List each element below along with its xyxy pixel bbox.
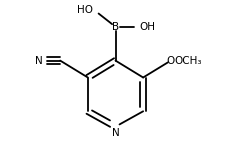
Text: N: N	[35, 56, 43, 66]
Text: OH: OH	[139, 22, 155, 32]
Text: B: B	[112, 22, 119, 32]
Text: OCH₃: OCH₃	[175, 56, 202, 66]
Text: O: O	[167, 56, 175, 66]
Text: N: N	[112, 128, 119, 138]
Text: HO: HO	[77, 5, 93, 15]
